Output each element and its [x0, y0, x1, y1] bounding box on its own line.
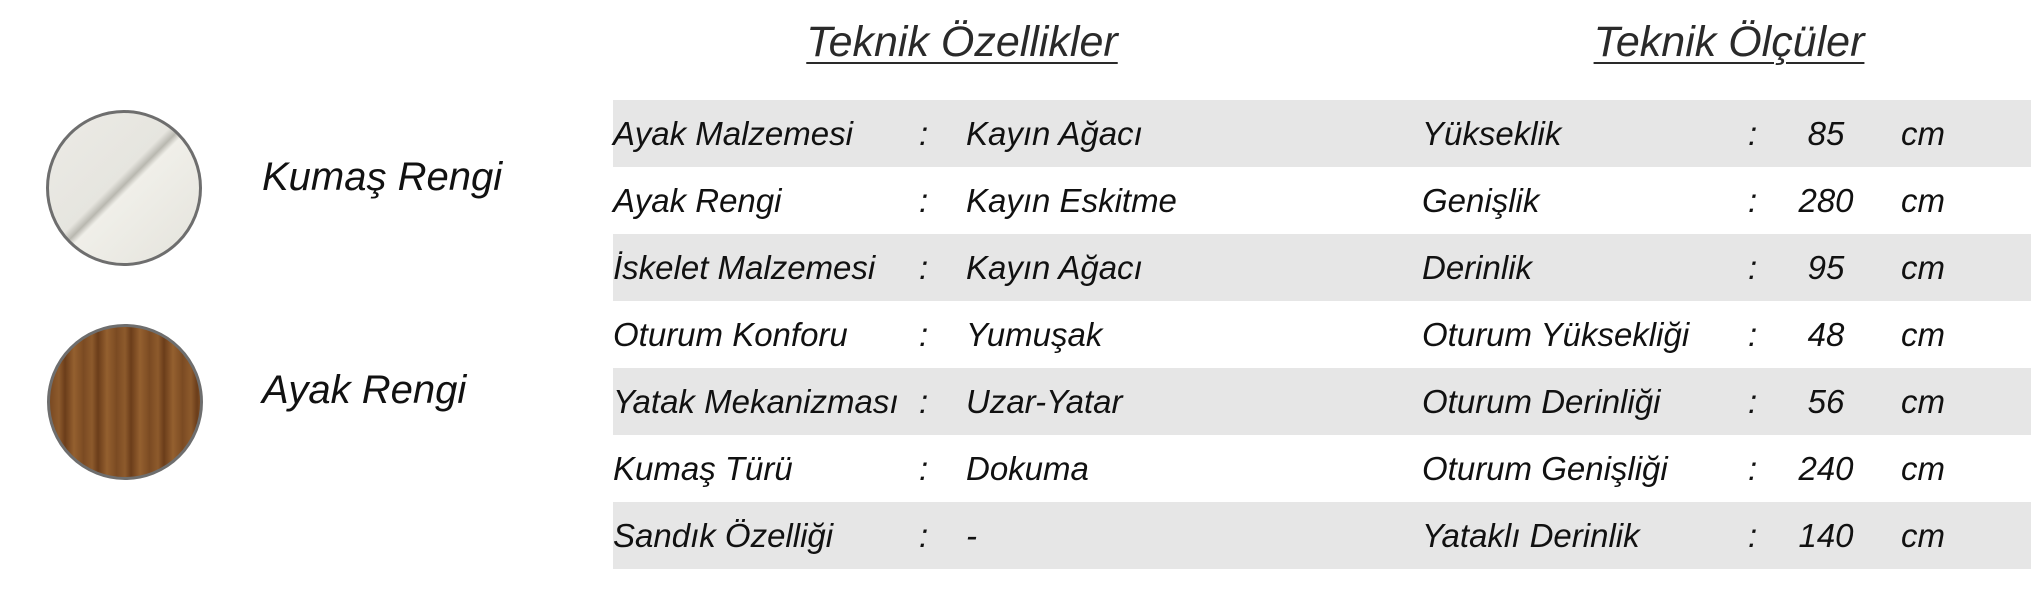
dimension-value: 240: [1798, 450, 1854, 487]
dimension-separator: :: [1748, 115, 1758, 152]
specs-table: Ayak Malzemesi: Kayın Ağacı Yükseklik: 85 cm…: [613, 100, 2031, 569]
dimension-unit: cm: [1901, 115, 1945, 152]
dimension-label: Genişlik: [1422, 182, 1540, 219]
fabric-color-label: Kumaş Rengi: [262, 155, 503, 199]
table-row: Ayak Malzemesi: Kayın Ağacı Yükseklik: 85 cm: [613, 100, 2031, 167]
dimension-value: 48: [1807, 316, 1845, 353]
dimension-value: 140: [1798, 517, 1854, 554]
dimension-label: Oturum Genişliği: [1422, 450, 1668, 487]
spec-value: Kayın Ağacı: [966, 249, 1143, 286]
table-row: İskelet Malzemesi: Kayın Ağacı Derinlik: 95…: [613, 234, 2031, 301]
dimensions-title: Teknik Ölçüler: [1593, 18, 1865, 66]
spec-separator: :: [919, 182, 929, 219]
dimension-value: 56: [1807, 383, 1845, 420]
table-row: Sandık Özelliği: - Yataklı Derinlik:140 cm: [613, 502, 2031, 569]
spec-value: Uzar-Yatar: [966, 383, 1123, 420]
dimension-separator: :: [1748, 249, 1758, 286]
dimension-label: Oturum Yüksekliği: [1422, 316, 1690, 353]
table-row: Ayak Rengi: Kayın Eskitme Genişlik: 280 cm: [613, 167, 2031, 234]
dimension-unit: cm: [1901, 517, 1945, 554]
specs-title: Teknik Özellikler: [806, 18, 1118, 66]
spec-value: Kayın Eskitme: [966, 182, 1177, 219]
leg-color-label: Ayak Rengi: [262, 368, 467, 412]
dimension-separator: :: [1748, 383, 1758, 420]
dimension-unit: cm: [1901, 249, 1945, 286]
spec-value: Dokuma: [966, 450, 1089, 487]
spec-separator: :: [919, 517, 929, 554]
dimension-label: Yükseklik: [1422, 115, 1562, 152]
dimension-unit: cm: [1901, 450, 1945, 487]
dimension-value: 280: [1798, 182, 1854, 219]
spec-label: Kumaş Türü: [613, 450, 793, 487]
dimension-separator: :: [1748, 182, 1758, 219]
table-row: Yatak Mekanizması: Uzar-Yatar Oturum Derin…: [613, 368, 2031, 435]
spec-separator: :: [919, 450, 929, 487]
table-row: Oturum Konforu: Yumuşak Oturum Yüksekliği:…: [613, 301, 2031, 368]
fabric-color-swatch: [46, 110, 202, 266]
dimension-label: Yataklı Derinlik: [1422, 517, 1640, 554]
spec-label: Ayak Malzemesi: [613, 115, 853, 152]
dimension-label: Oturum Derinliği: [1422, 383, 1661, 420]
dimension-unit: cm: [1901, 182, 1945, 219]
leg-color-swatch: [47, 324, 203, 480]
table-row: Kumaş Türü: Dokuma Oturum Genişliği: 240 cm: [613, 435, 2031, 502]
dimension-value: 85: [1807, 115, 1845, 152]
dimension-unit: cm: [1901, 383, 1945, 420]
dimension-separator: :: [1748, 316, 1758, 353]
dimension-separator: :: [1748, 517, 1758, 554]
spec-label: İskelet Malzemesi: [613, 249, 876, 286]
spec-value: Yumuşak: [966, 316, 1103, 353]
dimension-unit: cm: [1901, 316, 1945, 353]
spec-label: Sandık Özelliği: [613, 517, 834, 554]
spec-value: Kayın Ağacı: [966, 115, 1143, 152]
spec-separator: :: [919, 383, 929, 420]
dimension-value: 95: [1807, 249, 1845, 286]
spec-separator: :: [919, 249, 929, 286]
spec-separator: :: [919, 115, 929, 152]
spec-label: Yatak Mekanizması: [613, 383, 899, 420]
spec-value: -: [966, 517, 977, 554]
spec-label: Ayak Rengi: [613, 182, 782, 219]
dimension-label: Derinlik: [1422, 249, 1533, 286]
spec-label: Oturum Konforu: [613, 316, 848, 353]
spec-separator: :: [919, 316, 929, 353]
dimension-separator: :: [1748, 450, 1758, 487]
